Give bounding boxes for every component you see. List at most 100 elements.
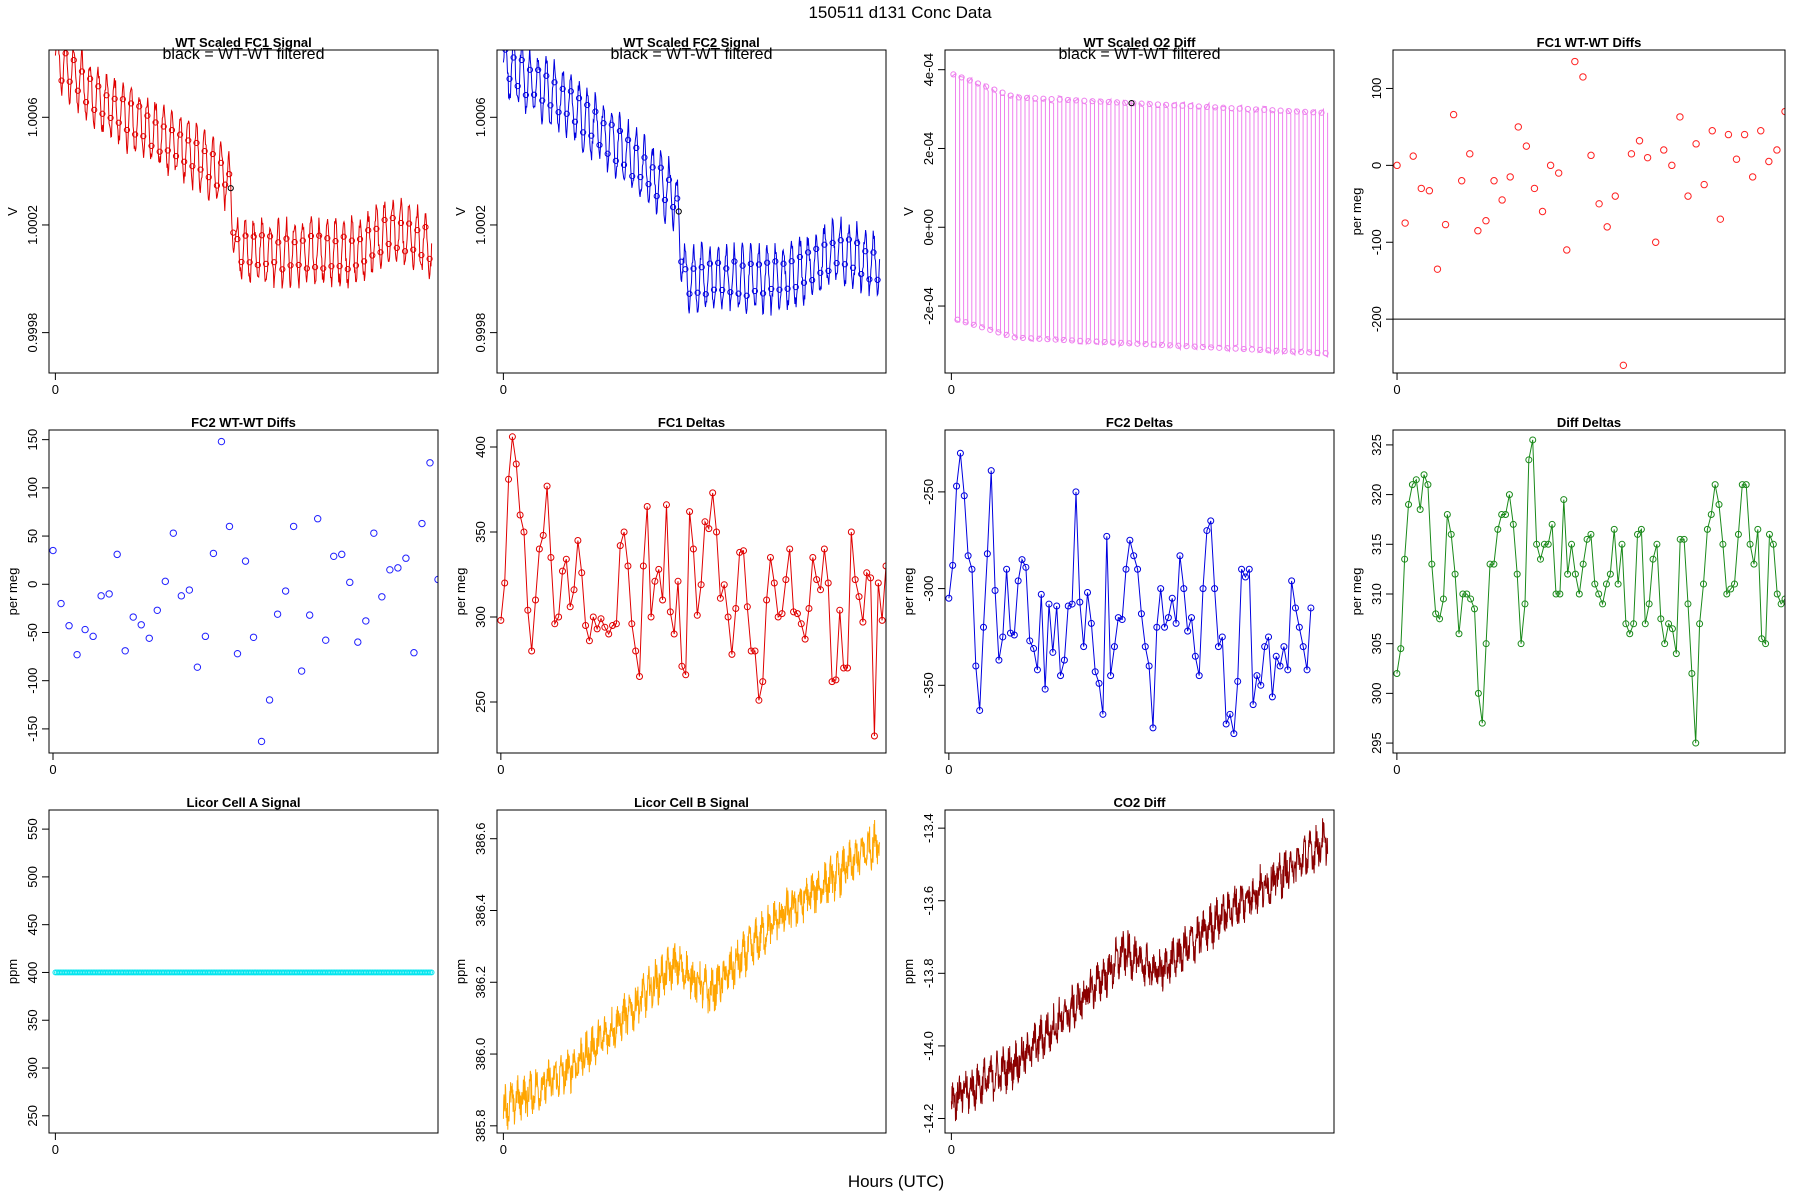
data-point: [882, 562, 886, 570]
data-point: [520, 528, 528, 536]
cycle-marker: [1240, 345, 1247, 353]
x-tick-label: 0: [948, 1142, 955, 1157]
y-tick-label: 386.6: [473, 822, 488, 855]
y-tick-label: 1.0006: [473, 97, 488, 137]
data-point: [574, 537, 582, 544]
data-point: [1466, 150, 1474, 158]
cycle-marker: [966, 77, 973, 84]
data-point: [1401, 555, 1409, 563]
data-point: [1241, 573, 1249, 581]
data-point: [855, 593, 863, 601]
cycle-marker: [849, 264, 857, 271]
data-point: [501, 579, 509, 587]
data-point: [778, 610, 786, 618]
data-point: [878, 616, 886, 624]
cycle-marker: [854, 239, 861, 246]
data-point: [1700, 180, 1708, 189]
data-point: [1103, 532, 1111, 540]
data-point: [1651, 238, 1660, 246]
data-point: [1253, 672, 1261, 680]
cycle-marker: [201, 147, 208, 155]
cycle-marker: [563, 110, 570, 117]
panel-title: Licor Cell B Signal: [634, 795, 749, 810]
data-point: [1490, 560, 1498, 568]
data-point: [305, 611, 314, 619]
data-point: [1530, 184, 1539, 193]
panel-title: Licor Cell A Signal: [187, 795, 301, 810]
data-point: [1568, 540, 1576, 548]
data-point: [497, 616, 505, 624]
cycle-marker: [168, 127, 176, 134]
cycle-marker: [320, 265, 327, 272]
data-point: [751, 647, 759, 655]
data-point: [73, 650, 81, 659]
cycle-marker: [653, 193, 660, 200]
data-point: [428, 969, 435, 976]
cycle-marker: [95, 83, 102, 90]
cycle-marker: [361, 258, 368, 265]
data-point: [1564, 570, 1572, 578]
cycle-marker: [506, 75, 513, 82]
data-point: [528, 647, 536, 655]
data-point: [867, 574, 875, 582]
cycle-marker: [776, 286, 783, 293]
data-point: [1026, 637, 1034, 645]
data-point: [410, 649, 418, 657]
data-point: [609, 622, 617, 629]
data-point: [1467, 595, 1475, 603]
y-tick-label: 250: [473, 691, 488, 713]
data-point: [1643, 153, 1652, 162]
cycle-marker: [266, 233, 274, 240]
cycle-marker: [156, 148, 163, 155]
data-point: [1521, 600, 1529, 608]
data-point: [297, 667, 306, 675]
cycle-marker: [119, 96, 126, 103]
data-point: [1536, 555, 1544, 563]
data-point: [1288, 577, 1296, 585]
panel-title: FC2 Deltas: [1106, 415, 1173, 430]
cycle-marker: [1023, 94, 1031, 101]
data-point: [1401, 219, 1409, 227]
cycle-marker: [768, 285, 775, 293]
cycle-marker: [91, 106, 98, 113]
cycle-marker: [1183, 343, 1190, 350]
panel-title: FC1 Deltas: [658, 415, 725, 430]
data-point: [193, 663, 202, 671]
data-point: [562, 555, 570, 563]
y-axis-label: V: [5, 207, 20, 216]
data-point: [612, 620, 620, 628]
cycle-marker: [377, 249, 384, 256]
cycle-marker: [743, 292, 750, 299]
data-point: [1230, 730, 1238, 738]
data-point: [1754, 525, 1762, 533]
cycle-marker: [727, 289, 734, 296]
cycle-marker: [307, 232, 315, 240]
data-point: [1238, 565, 1246, 573]
data-point: [636, 673, 644, 680]
x-tick-label: 0: [49, 762, 56, 777]
cycle-marker: [205, 174, 212, 181]
data-point: [1563, 246, 1571, 254]
data-point: [1490, 177, 1498, 185]
data-point: [1506, 173, 1514, 181]
cycle-marker: [1289, 348, 1296, 355]
data-point: [1303, 666, 1311, 674]
data-point: [643, 503, 651, 510]
data-point: [1265, 633, 1273, 641]
data-point: [1692, 140, 1700, 148]
data-point: [1765, 157, 1773, 166]
data-point: [995, 656, 1003, 664]
data-point: [1603, 223, 1611, 231]
cycle-marker: [1117, 339, 1125, 346]
y-tick-label: -250: [921, 479, 936, 505]
data-point: [585, 637, 593, 645]
cycle-marker: [393, 244, 400, 251]
data-point: [1214, 643, 1222, 651]
y-tick-label: 386.0: [473, 1038, 488, 1071]
cycle-marker: [1015, 94, 1022, 101]
x-tick-label: 0: [52, 382, 59, 397]
data-point: [1003, 565, 1011, 573]
cycle-marker: [1220, 104, 1227, 111]
cycle-marker: [242, 232, 249, 239]
cycle-marker: [348, 237, 355, 244]
